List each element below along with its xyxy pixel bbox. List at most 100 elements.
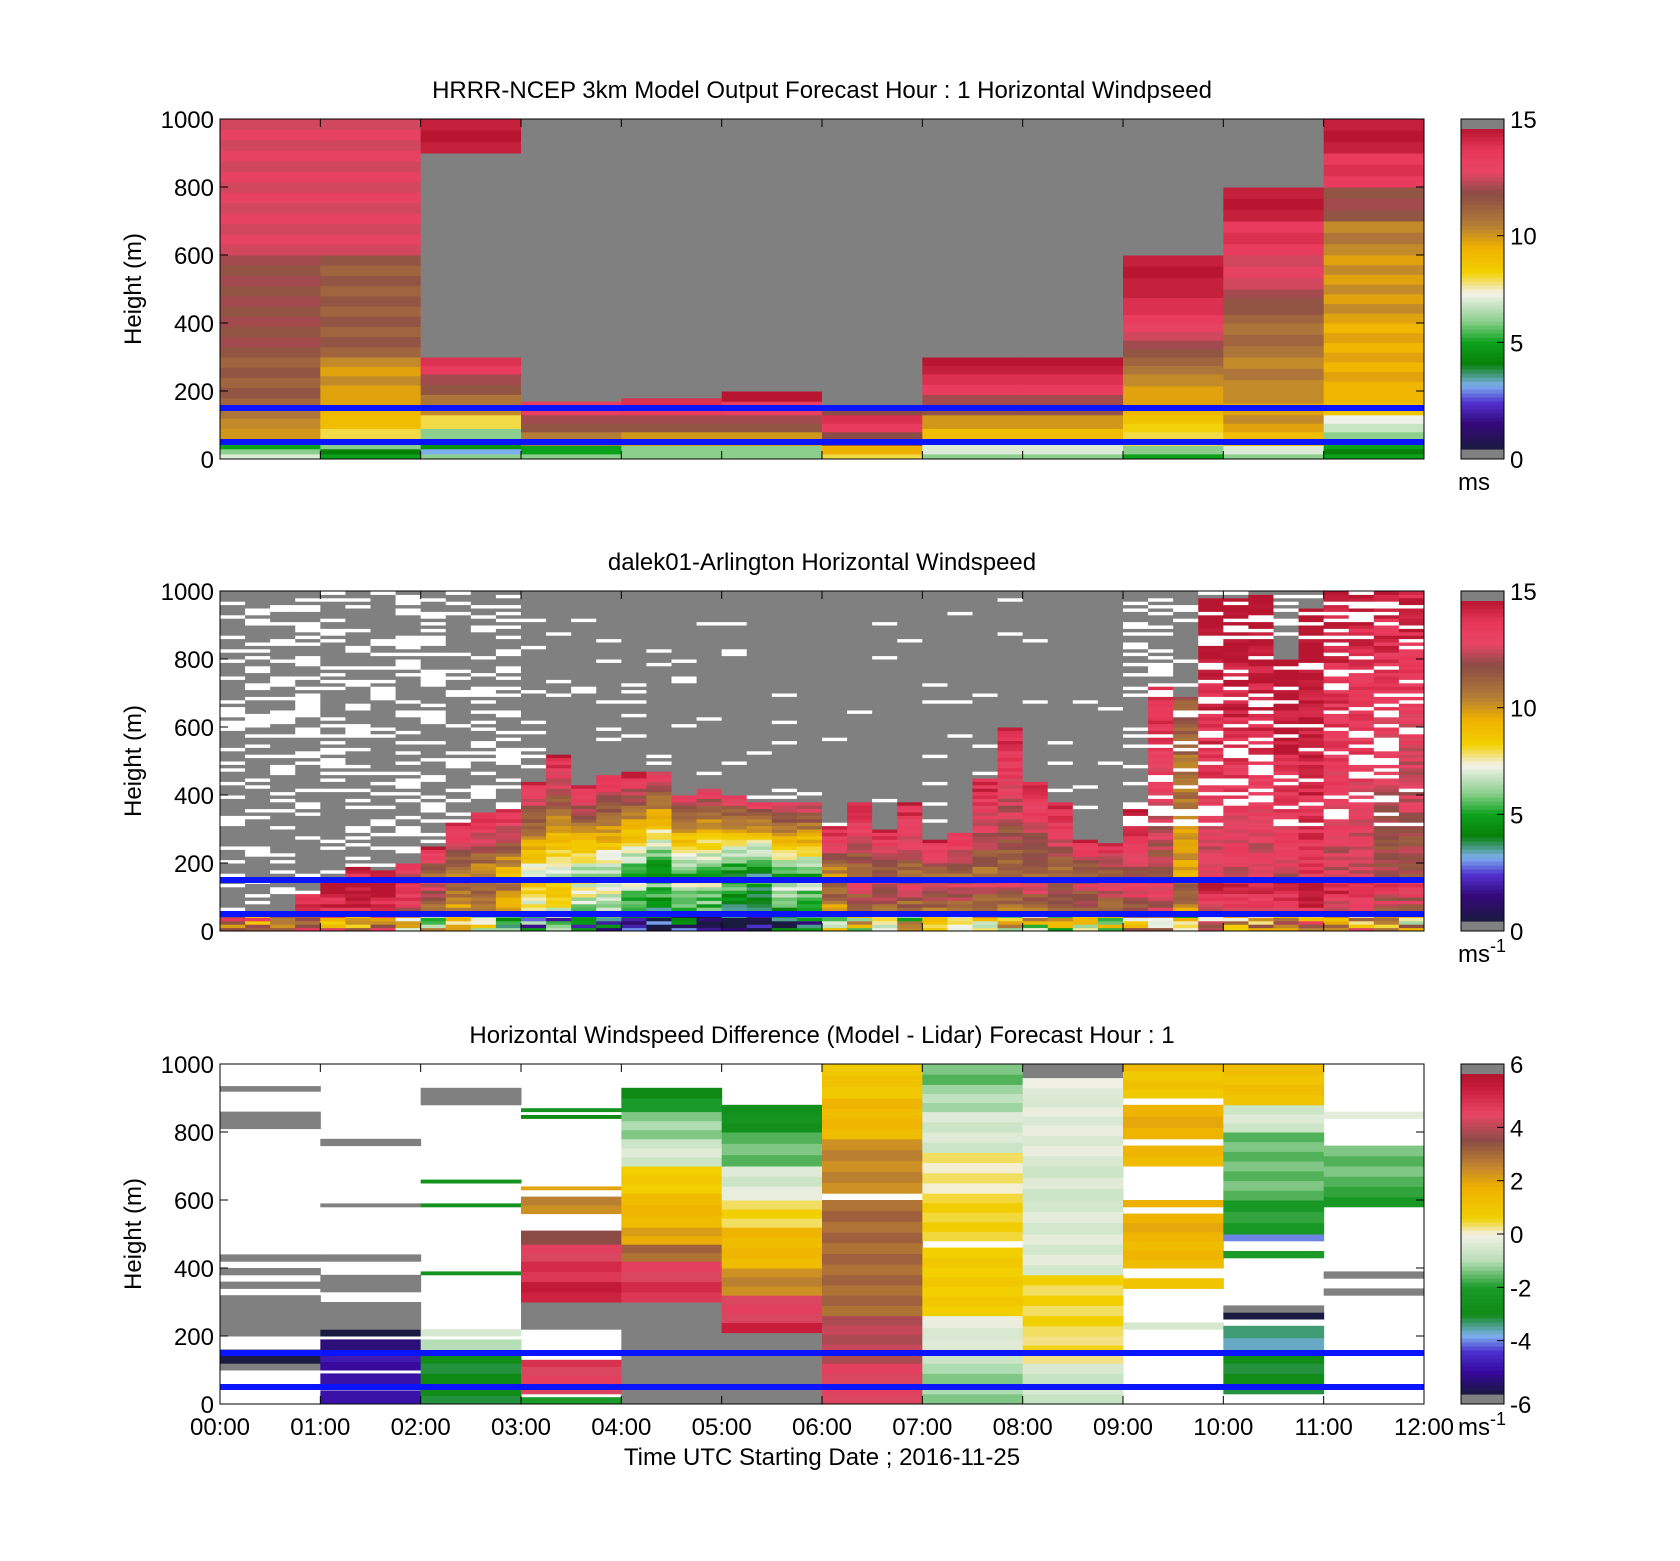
- lidar-cell: [596, 866, 622, 871]
- lidar-cell: [1323, 699, 1350, 704]
- lidar-cell: [295, 591, 321, 595]
- lidar-cell: [972, 747, 999, 752]
- lidar-cell: [746, 614, 773, 619]
- colorbar-segment: [1461, 193, 1504, 198]
- lidar-cell: [1072, 713, 1099, 718]
- lidar-cell: [270, 669, 296, 674]
- lidar-cell: [947, 750, 973, 755]
- lidar-cell: [621, 747, 647, 752]
- lidar-cell: [420, 825, 447, 830]
- lidar-cell: [445, 801, 472, 806]
- lidar-cell: [646, 900, 672, 905]
- lidar-cell: [947, 856, 973, 861]
- colorbar-segment: [1461, 289, 1504, 294]
- heatmap-cell: [1323, 153, 1424, 165]
- lidar-cell: [796, 669, 823, 674]
- lidar-cell: [571, 846, 597, 850]
- lidar-cell: [420, 920, 447, 925]
- lidar-cell: [897, 832, 923, 837]
- lidar-cell: [395, 757, 422, 762]
- lidar-cell: [771, 897, 798, 901]
- lidar-cell: [445, 635, 472, 640]
- colorbar-unit: ms: [1458, 469, 1490, 496]
- lidar-cell: [621, 798, 647, 803]
- lidar-cell: [822, 825, 848, 830]
- lidar-cell: [345, 597, 371, 602]
- lidar-cell: [345, 907, 371, 912]
- lidar-cell: [1323, 767, 1350, 772]
- lidar-cell: [270, 614, 296, 619]
- lidar-cell: [1323, 723, 1350, 728]
- lidar-cell: [521, 924, 547, 929]
- lidar-cell: [1223, 812, 1249, 816]
- lidar-cell: [746, 737, 773, 742]
- lidar-cell: [1173, 907, 1199, 912]
- lidar-cell: [922, 737, 948, 742]
- lidar-cell: [1047, 781, 1074, 786]
- lidar-cell: [872, 611, 898, 616]
- lidar-cell: [495, 873, 522, 878]
- lidar-cell: [470, 696, 497, 701]
- lidar-cell: [997, 761, 1024, 765]
- lidar-cell: [972, 808, 999, 813]
- lidar-cell: [1097, 852, 1124, 857]
- lidar-cell: [671, 659, 698, 663]
- lidar-cell: [771, 730, 798, 735]
- lidar-cell: [1022, 628, 1049, 633]
- lidar-cell: [571, 601, 597, 606]
- lidar-cell: [395, 604, 422, 609]
- lidar-cell: [546, 733, 572, 738]
- heatmap-cell: [521, 119, 622, 402]
- lidar-cell: [746, 730, 773, 735]
- lidar-cell: [395, 897, 422, 901]
- lidar-cell: [245, 917, 271, 922]
- heatmap-cell: [320, 213, 422, 225]
- lidar-cell: [1123, 808, 1149, 813]
- lidar-cell: [571, 839, 597, 844]
- lidar-cell: [245, 686, 271, 691]
- lidar-cell: [345, 628, 371, 633]
- lidar-cell: [1072, 693, 1099, 697]
- lidar-cell: [495, 591, 522, 595]
- lidar-cell: [621, 638, 647, 643]
- lidar-cell: [1173, 829, 1199, 833]
- lidar-cell: [922, 883, 948, 888]
- lidar-cell: [1022, 723, 1049, 728]
- lidar-cell: [270, 679, 296, 684]
- lidar-cell: [872, 812, 898, 816]
- lidar-cell: [1022, 890, 1049, 895]
- lidar-cell: [1173, 822, 1199, 827]
- lidar-cell: [220, 601, 246, 606]
- lidar-cell: [1248, 621, 1274, 626]
- lidar-cell: [521, 659, 547, 663]
- lidar-cell: [646, 917, 672, 922]
- lidar-cell: [972, 920, 999, 925]
- lidar-cell: [947, 665, 973, 670]
- lidar-cell: [1022, 601, 1049, 606]
- lidar-cell: [1123, 669, 1149, 674]
- lidar-cell: [1323, 625, 1350, 629]
- lidar-cell: [621, 866, 647, 871]
- lidar-cell: [621, 635, 647, 640]
- lidar-cell: [997, 842, 1024, 847]
- lidar-cell: [621, 696, 647, 701]
- lidar-cell: [320, 706, 346, 711]
- lidar-cell: [395, 716, 422, 721]
- lidar-cell: [621, 863, 647, 867]
- lidar-cell: [746, 665, 773, 670]
- lidar-cell: [270, 883, 296, 888]
- lidar-cell: [1223, 788, 1249, 793]
- lidar-cell: [445, 839, 472, 844]
- lidar-cell: [521, 764, 547, 769]
- lidar-cell: [997, 669, 1024, 674]
- lidar-cell: [295, 713, 321, 718]
- lidar-cell: [1047, 920, 1074, 925]
- lidar-cell: [822, 761, 848, 765]
- lidar-cell: [847, 791, 873, 796]
- lidar-cell: [370, 625, 397, 629]
- lidar-cell: [571, 754, 597, 759]
- lidar-cell: [646, 628, 672, 633]
- lidar-cell: [270, 781, 296, 786]
- lidar-cell: [972, 604, 999, 609]
- heatmap-cell: [220, 316, 321, 327]
